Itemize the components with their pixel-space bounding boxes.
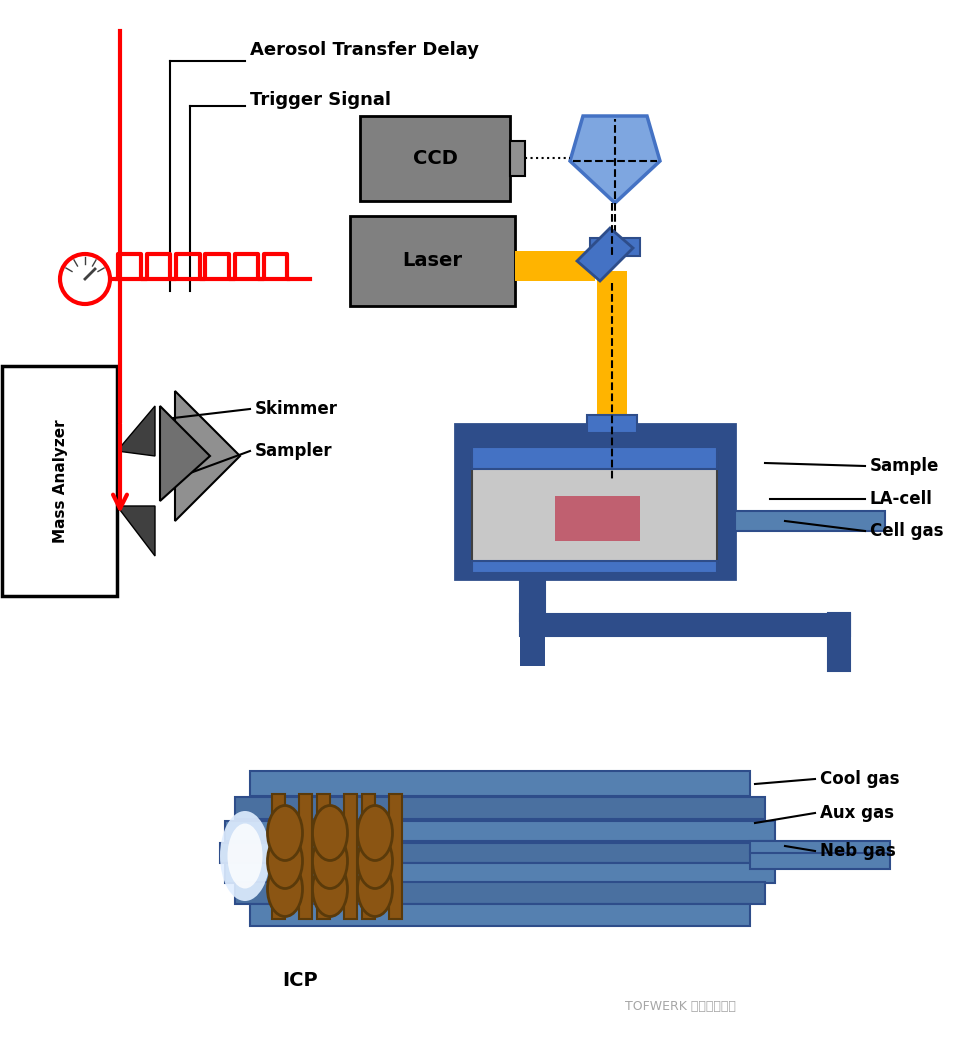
Bar <box>520 576 545 621</box>
Bar <box>750 851 890 869</box>
Ellipse shape <box>267 805 302 861</box>
Bar <box>299 794 312 919</box>
Bar <box>250 904 750 926</box>
Bar <box>472 447 717 469</box>
Polygon shape <box>160 406 210 501</box>
Bar <box>250 771 750 796</box>
Bar <box>587 415 637 433</box>
Text: Aerosol Transfer Delay: Aerosol Transfer Delay <box>250 41 479 59</box>
Bar <box>220 843 780 863</box>
Text: TOFWERK 南京拓服工坊: TOFWERK 南京拓服工坊 <box>625 1000 735 1012</box>
Ellipse shape <box>358 833 393 888</box>
Text: Skimmer: Skimmer <box>255 400 338 418</box>
Polygon shape <box>175 391 240 521</box>
Bar <box>2 366 117 596</box>
Text: CCD: CCD <box>412 149 457 168</box>
Bar <box>828 613 850 671</box>
Text: Cool gas: Cool gas <box>820 770 900 788</box>
Text: Sampler: Sampler <box>255 442 332 460</box>
Bar <box>344 794 357 919</box>
Polygon shape <box>117 406 155 456</box>
Bar <box>597 271 627 426</box>
Text: LA-cell: LA-cell <box>870 490 933 508</box>
Ellipse shape <box>267 833 302 888</box>
Bar <box>272 794 285 919</box>
Text: Neb gas: Neb gas <box>820 842 896 860</box>
Bar <box>225 821 775 841</box>
Bar <box>360 116 510 201</box>
Ellipse shape <box>220 811 270 901</box>
Circle shape <box>60 254 110 304</box>
Text: Laser: Laser <box>403 251 462 270</box>
Bar <box>455 424 735 579</box>
Bar <box>350 217 515 306</box>
Bar <box>225 863 775 883</box>
Ellipse shape <box>313 862 347 916</box>
Bar <box>515 251 595 281</box>
Bar <box>520 614 850 636</box>
Bar <box>590 238 640 256</box>
Ellipse shape <box>313 805 347 861</box>
Bar <box>235 797 765 819</box>
Text: Trigger Signal: Trigger Signal <box>250 91 391 109</box>
Bar <box>472 453 717 563</box>
Ellipse shape <box>267 862 302 916</box>
Bar <box>555 496 640 541</box>
Bar <box>520 606 545 666</box>
Text: Mass Analyzer: Mass Analyzer <box>53 419 67 542</box>
Text: ICP: ICP <box>282 971 318 990</box>
Bar <box>510 141 525 176</box>
Ellipse shape <box>358 805 393 861</box>
Ellipse shape <box>227 824 262 888</box>
Polygon shape <box>577 228 633 281</box>
Bar <box>472 561 717 573</box>
Polygon shape <box>570 116 660 203</box>
Bar <box>235 882 765 904</box>
Ellipse shape <box>358 862 393 916</box>
Text: Aux gas: Aux gas <box>820 804 894 822</box>
Bar <box>735 511 885 531</box>
Text: Sample: Sample <box>870 457 939 475</box>
Text: Cell gas: Cell gas <box>870 522 944 540</box>
Bar <box>750 841 890 853</box>
Polygon shape <box>117 506 155 556</box>
Bar <box>389 794 402 919</box>
Bar <box>317 794 330 919</box>
Ellipse shape <box>313 833 347 888</box>
Bar <box>362 794 375 919</box>
